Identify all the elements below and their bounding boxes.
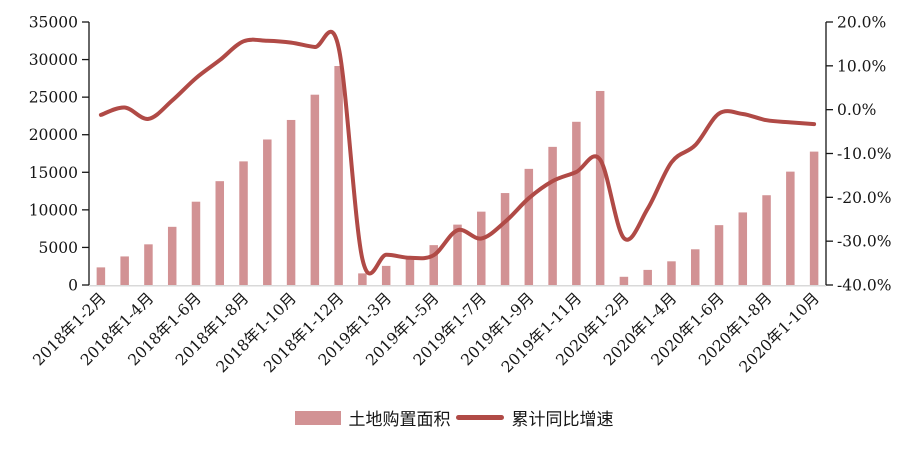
bar (96, 267, 106, 285)
bar (405, 258, 415, 285)
bar (239, 161, 248, 285)
bar (738, 212, 748, 285)
right-axis: -40.0% -30.0% -20.0% -10.0% 0.0% 10.0% 20.0% (825, 14, 891, 295)
bar (334, 66, 343, 286)
right-axis-tick-label: -30.0% (837, 233, 891, 251)
bar (144, 244, 153, 285)
bar (809, 151, 819, 285)
right-axis-tick-label: 20.0% (837, 14, 886, 32)
left-axis-tick-label: 15000 (29, 164, 78, 182)
left-axis-tick-label: 10000 (29, 201, 78, 219)
line-series-label: 累计同比增速 (511, 410, 614, 430)
right-axis-tick-label: -10.0% (837, 145, 891, 163)
bar (453, 224, 462, 285)
bar (714, 225, 724, 285)
legend-item-growth-rate: 累计同比增速 (455, 405, 614, 430)
bar (120, 256, 129, 285)
left-axis: 0 5000 10000 15000 20000 25000 30000 35000 (29, 14, 90, 295)
legend: 土地购置面积 累计同比增速 (0, 405, 908, 430)
bar (524, 168, 534, 285)
right-axis-tick-label: 0.0% (837, 101, 876, 119)
bar (690, 249, 700, 285)
left-axis-tick-label: 20000 (29, 126, 78, 144)
bar (429, 245, 438, 285)
x-axis-labels: 2018年1-2月2018年1-4月2018年1-6月2018年1-8月2018… (30, 289, 823, 376)
left-axis-tick-label: 35000 (29, 14, 78, 32)
bar (477, 211, 486, 285)
bar (263, 139, 272, 285)
left-axis-tick-label: 5000 (39, 239, 78, 257)
bar (500, 193, 510, 285)
bar (215, 181, 225, 285)
bar (167, 226, 177, 285)
bar (572, 121, 581, 285)
bar (667, 261, 676, 285)
bar (286, 119, 296, 286)
bar-series-swatch (294, 410, 341, 425)
bar (643, 269, 652, 285)
bar (358, 273, 367, 285)
bar (381, 265, 391, 285)
bar (191, 201, 201, 285)
left-axis-tick-label: 25000 (29, 89, 78, 107)
bar (310, 94, 320, 285)
left-axis-tick-label: 30000 (29, 51, 78, 69)
right-axis-tick-label: -40.0% (837, 277, 891, 295)
bar (595, 90, 605, 285)
bar (619, 276, 629, 285)
bar (548, 146, 557, 285)
legend-item-land-area: 土地购置面积 (294, 405, 451, 430)
line-series (98, 29, 817, 276)
bar (762, 195, 771, 285)
right-axis-tick-label: -20.0% (837, 189, 891, 207)
right-axis-tick-label: 10.0% (837, 57, 886, 75)
left-axis-tick-label: 0 (68, 277, 78, 295)
line-series-swatch (455, 415, 504, 420)
bar (786, 171, 795, 285)
bar-series (96, 66, 819, 286)
bar-series-label: 土地购置面积 (348, 410, 451, 430)
